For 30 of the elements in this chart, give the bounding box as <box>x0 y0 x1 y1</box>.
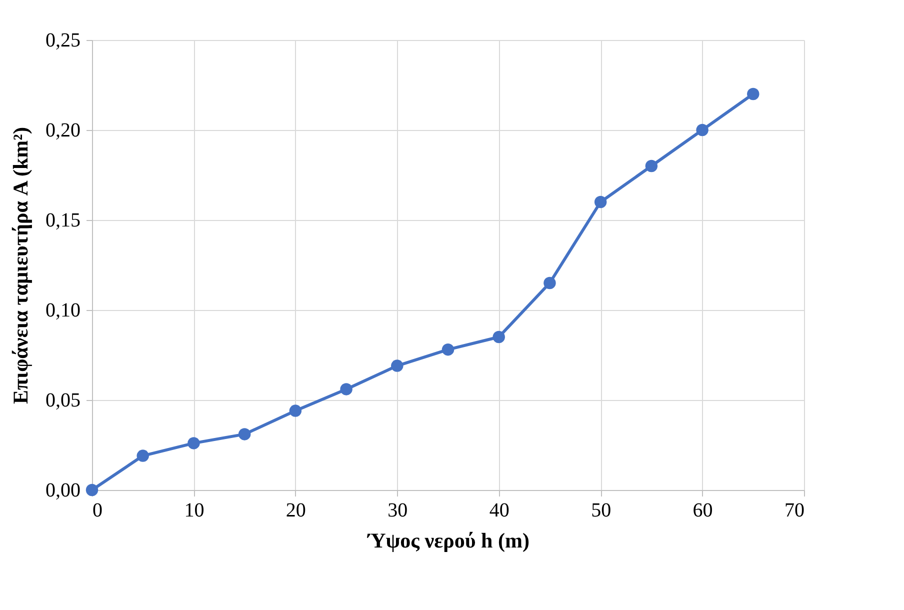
y-tick-label: 0,00 <box>46 480 80 502</box>
y-tick-label: 0,25 <box>46 30 80 52</box>
point <box>289 404 302 417</box>
point <box>594 196 607 208</box>
x-tick-label: 70 <box>784 500 804 522</box>
point <box>544 276 556 290</box>
point <box>86 484 98 496</box>
y-tick-label: 0,05 <box>46 390 80 412</box>
y-tick-label: 0,15 <box>46 210 80 232</box>
x-tick-label: 20 <box>286 500 306 522</box>
point <box>340 383 352 396</box>
x-axis-title: Ύψος νερού h (m) <box>366 528 530 552</box>
y-axis-title: Επιφάνεια ταμιευτήρα A (km²) <box>8 127 32 404</box>
point <box>136 450 149 462</box>
point <box>645 160 658 172</box>
y-tick-label: 0,10 <box>46 300 80 322</box>
x-tick-label: 50 <box>591 500 612 522</box>
x-tick-label: 0 <box>92 500 102 522</box>
point <box>492 330 505 344</box>
x-tick-label: 60 <box>692 500 713 522</box>
x-tick-label: 30 <box>388 500 408 522</box>
point <box>391 360 404 372</box>
point <box>747 88 760 100</box>
y-tick-label: 0,20 <box>46 120 80 142</box>
point <box>238 428 251 440</box>
x-tick-label: 40 <box>489 500 510 522</box>
x-tick-label: 10 <box>184 500 204 522</box>
point <box>442 343 454 356</box>
point <box>188 437 200 450</box>
point <box>696 124 708 136</box>
